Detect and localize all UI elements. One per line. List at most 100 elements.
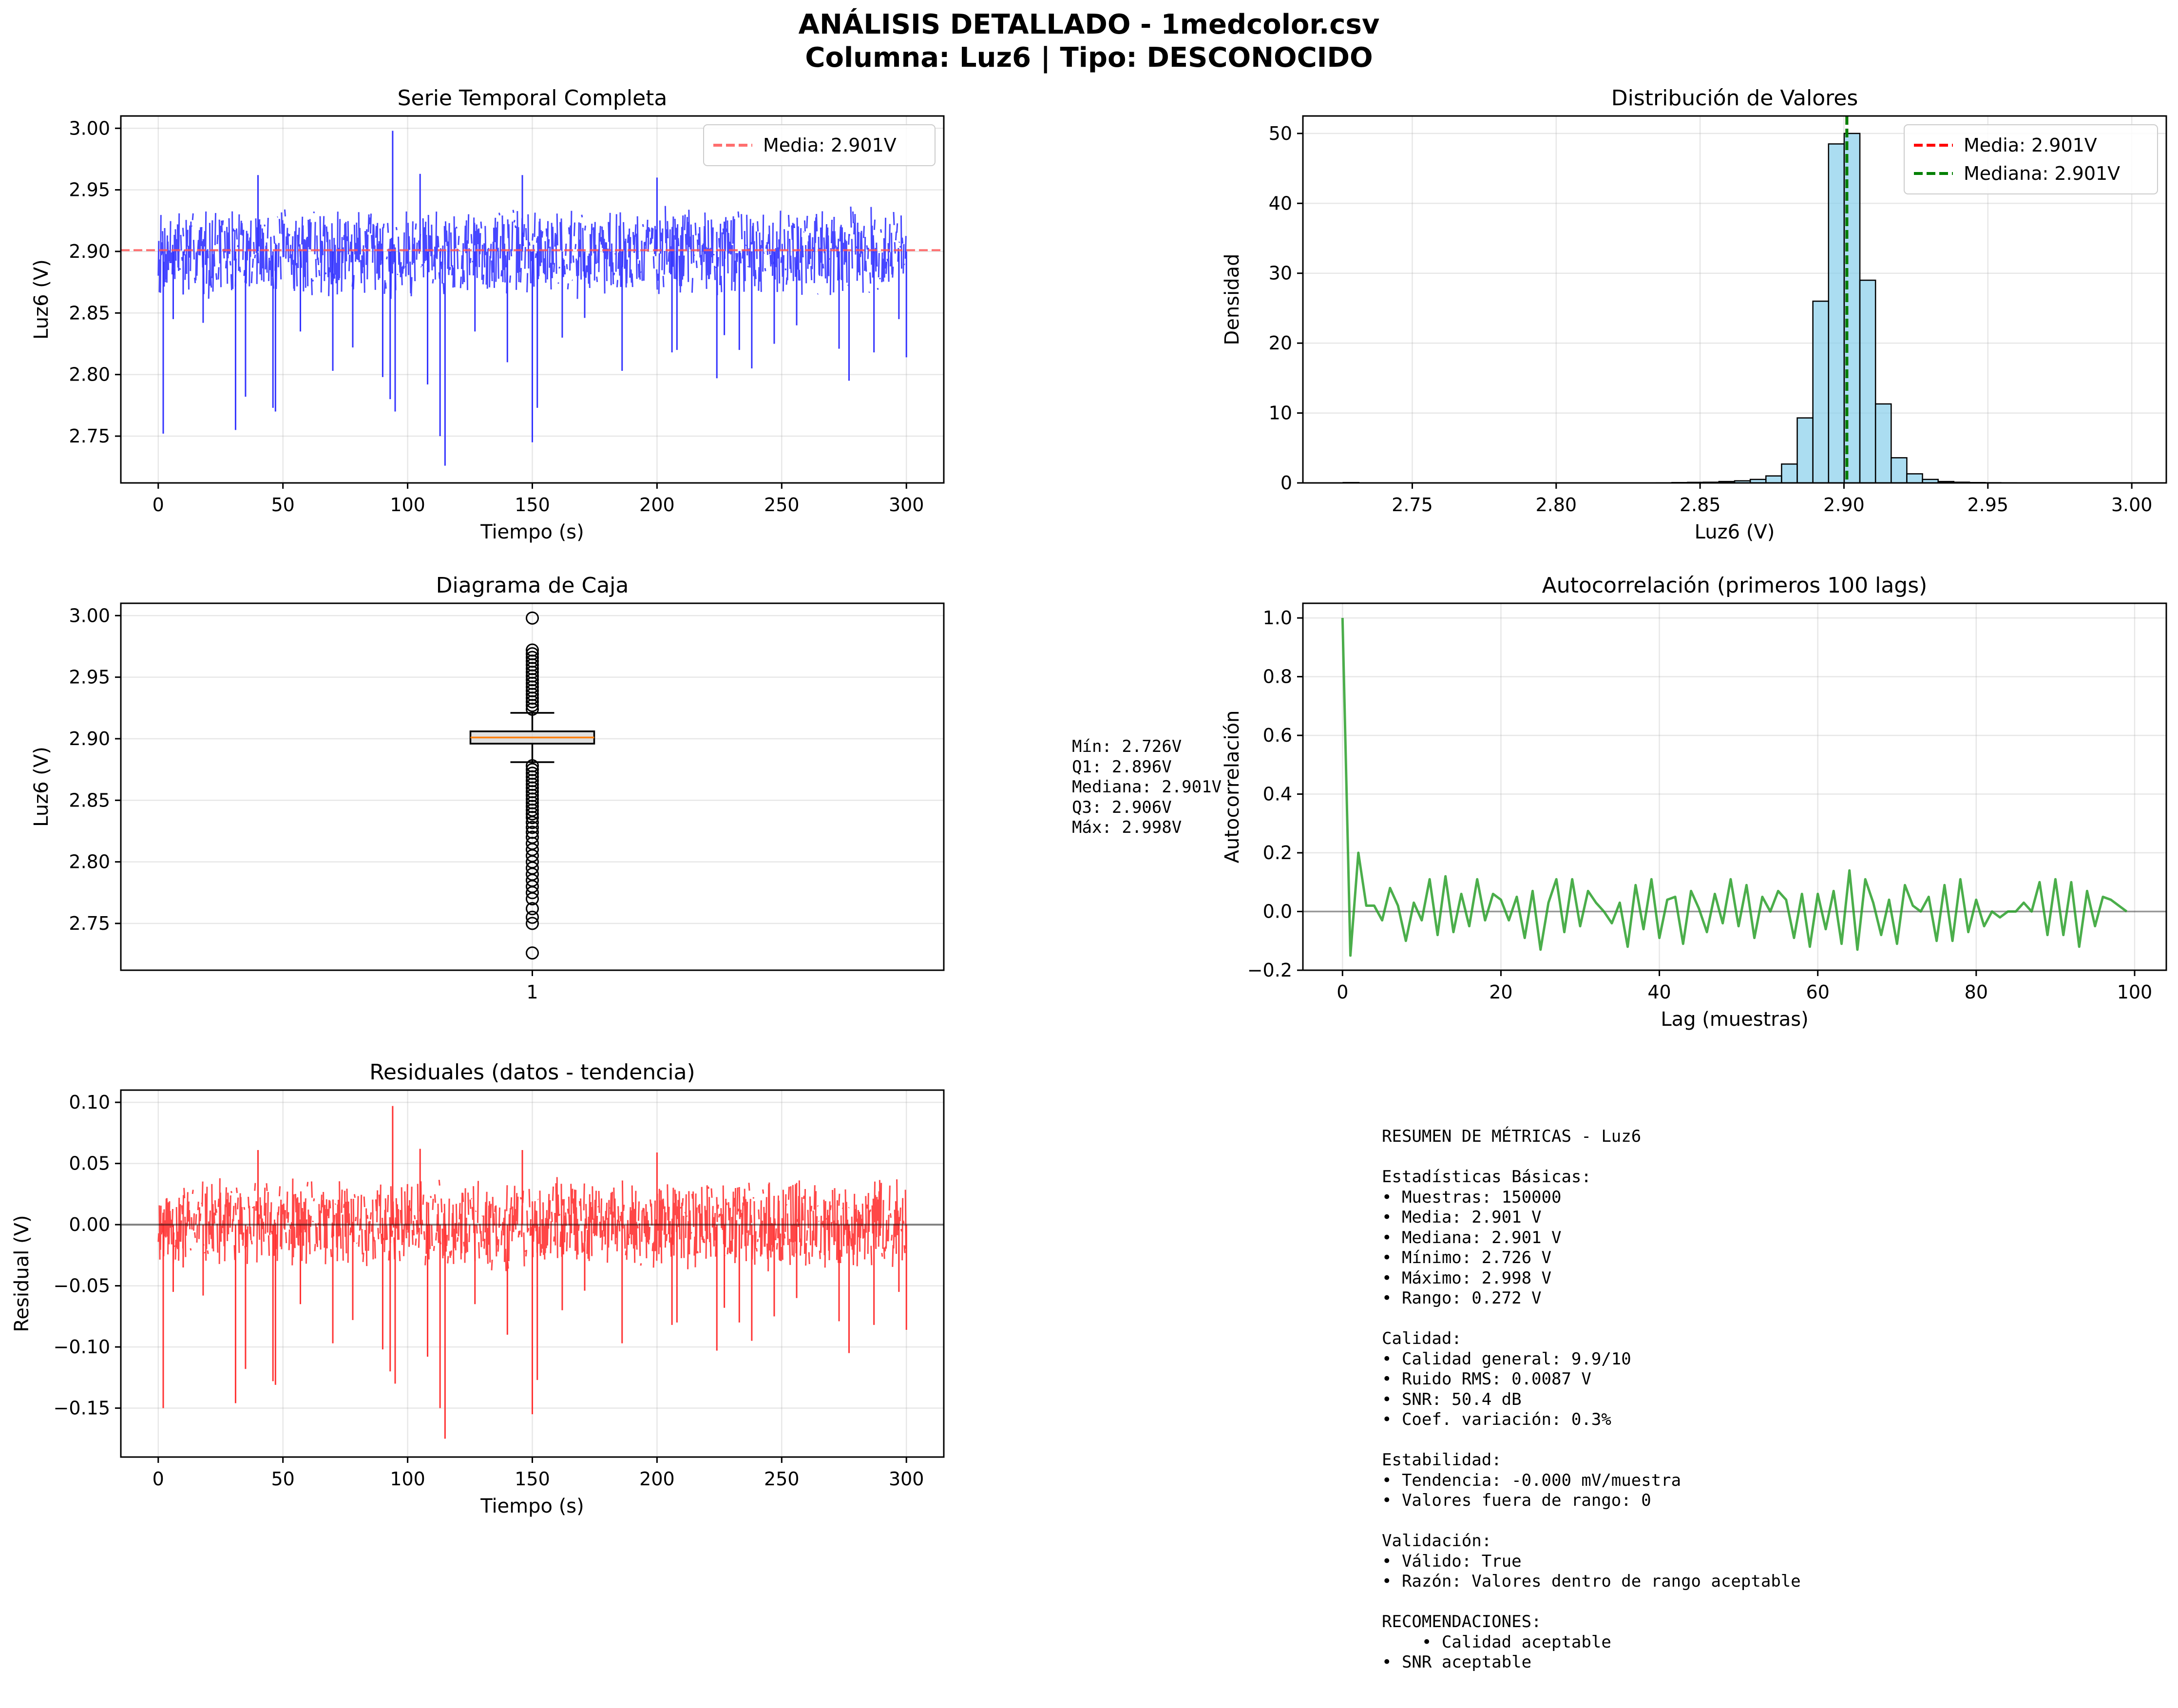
autocorr-plot-area xyxy=(1303,603,2166,970)
histogram-bar-27 xyxy=(1765,475,1782,483)
box-stats-text: Mín: 2.726V Q1: 2.896V Mediana: 2.901V Q… xyxy=(1072,737,1222,837)
boxplot-ytick-label-1: 2.80 xyxy=(69,851,110,873)
boxplot-outlier-32 xyxy=(526,811,539,825)
histogram-xtick-label-5: 3.00 xyxy=(2111,494,2153,516)
autocorr-ytick-label-5: 0.8 xyxy=(1263,666,1292,688)
timeseries-xtick-label-0: 0 xyxy=(153,494,164,516)
autocorr-xlabel: Lag (muestras) xyxy=(1661,1008,1808,1031)
boxplot-outlier-15 xyxy=(526,695,539,709)
histogram-bar-36 xyxy=(1906,473,1923,483)
autocorr-ytick-label-0: −0.2 xyxy=(1247,960,1292,981)
metrics-summary: RESUMEN DE MÉTRICAS - Luz6 Estadísticas … xyxy=(1382,1127,1801,1672)
residuals-xtick-label-2: 100 xyxy=(390,1468,425,1490)
timeseries-ytick-label-2: 2.85 xyxy=(69,302,110,324)
autocorr-xtick-label-1: 20 xyxy=(1489,981,1512,1003)
residuals-xtick-label-6: 300 xyxy=(889,1468,924,1490)
histogram-bar-29 xyxy=(1796,417,1814,483)
residuals-ytick-label-2: −0.05 xyxy=(54,1275,110,1297)
residuals-ytick-label-3: 0.00 xyxy=(69,1214,110,1235)
autocorr-ylabel: Autocorrelación xyxy=(1221,710,1243,864)
residuals-series-noise xyxy=(157,1177,907,1271)
boxplot-outlier-45 xyxy=(526,886,539,900)
autocorr-title: Autocorrelación (primeros 100 lags) xyxy=(1542,573,1928,598)
histogram-plot-area xyxy=(1303,116,2166,483)
residuals-xlabel: Tiempo (s) xyxy=(480,1495,584,1517)
figure-title-line2: Columna: Luz6 | Tipo: DESCONOCIDO xyxy=(805,42,1373,74)
histogram-ytick-label-1: 10 xyxy=(1269,403,1292,424)
boxplot-ylabel: Luz6 (V) xyxy=(30,747,53,827)
histogram-legend-label-1: Mediana: 2.901V xyxy=(1964,163,2120,184)
boxplot-outlier-34 xyxy=(526,821,539,834)
boxplot-xtick-label-0: 1 xyxy=(526,981,538,1003)
boxplot-outlier-17 xyxy=(526,702,539,716)
timeseries-ytick-label-1: 2.80 xyxy=(69,364,110,385)
autocorr-ytick-label-2: 0.2 xyxy=(1263,842,1292,864)
boxplot-plot-area xyxy=(121,603,944,970)
boxplot-ytick-label-2: 2.85 xyxy=(69,789,110,811)
autocorr-ytick-label-4: 0.6 xyxy=(1263,725,1292,746)
boxplot-title: Diagrama de Caja xyxy=(436,573,629,598)
residuals-xtick-label-1: 50 xyxy=(271,1468,295,1490)
timeseries-plot-area xyxy=(121,116,944,483)
residuals-xtick-label-0: 0 xyxy=(153,1468,164,1490)
boxplot-ytick-label-3: 2.90 xyxy=(69,728,110,749)
timeseries-ytick-label-0: 2.75 xyxy=(69,425,110,447)
histogram-ylabel: Densidad xyxy=(1221,253,1243,345)
boxplot-outlier-31 xyxy=(526,807,539,821)
residuals-title: Residuales (datos - tendencia) xyxy=(369,1060,695,1085)
boxplot-ytick-label-0: 2.75 xyxy=(69,913,110,934)
histogram-bar-33 xyxy=(1859,279,1876,483)
autocorr-ytick-label-3: 0.4 xyxy=(1263,784,1292,805)
histogram-bar-30 xyxy=(1812,300,1830,483)
residuals-plot-area xyxy=(121,1090,944,1457)
autocorr-line xyxy=(1341,618,2128,957)
histogram-xtick-label-4: 2.95 xyxy=(1967,494,2008,516)
boxplot-outlier-0 xyxy=(526,611,539,625)
boxplot-outlier-33 xyxy=(526,816,539,829)
timeseries-xtick-label-2: 100 xyxy=(390,494,425,516)
histogram-ytick-label-0: 0 xyxy=(1280,472,1292,494)
autocorr-ytick-label-1: 0.0 xyxy=(1263,901,1292,922)
histogram-frame xyxy=(1302,115,2167,484)
histogram-bar-28 xyxy=(1781,463,1798,483)
residuals-xtick-label-3: 150 xyxy=(515,1468,550,1490)
boxplot-outlier-47 xyxy=(526,902,539,916)
residuals-ylabel: Residual (V) xyxy=(11,1215,33,1332)
boxplot-outlier-16 xyxy=(526,699,539,712)
histogram-xlabel: Luz6 (V) xyxy=(1695,521,1775,543)
residuals-ytick-label-4: 0.05 xyxy=(69,1153,110,1174)
boxplot-outlier-49 xyxy=(526,917,539,930)
histogram-title: Distribución de Valores xyxy=(1611,86,1858,111)
histogram-xtick-label-1: 2.80 xyxy=(1535,494,1577,516)
boxplot-outlier-48 xyxy=(526,910,539,924)
timeseries-legend xyxy=(703,124,936,166)
autocorr-xtick-label-3: 60 xyxy=(1806,981,1830,1003)
figure-title-line1: ANÁLISIS DETALLADO - 1medcolor.csv xyxy=(798,9,1380,40)
timeseries-ytick-label-5: 3.00 xyxy=(69,117,110,139)
histogram-ytick-label-3: 30 xyxy=(1269,263,1292,284)
boxplot-ytick-label-5: 3.00 xyxy=(69,605,110,626)
autocorr-frame xyxy=(1302,602,2167,971)
timeseries-title: Serie Temporal Completa xyxy=(398,86,668,111)
residuals-ytick-label-1: −0.10 xyxy=(54,1336,110,1358)
autocorr-ytick-label-6: 1.0 xyxy=(1263,607,1292,629)
histogram-legend xyxy=(1904,124,2158,194)
timeseries-xtick-label-3: 150 xyxy=(515,494,550,516)
residuals-xtick-label-5: 250 xyxy=(764,1468,800,1490)
histogram-bar-31 xyxy=(1828,143,1845,483)
residuals-ytick-label-5: 0.10 xyxy=(69,1092,110,1113)
residuals-xtick-label-4: 200 xyxy=(639,1468,675,1490)
autocorr-xtick-label-5: 100 xyxy=(2117,981,2153,1003)
histogram-bar-34 xyxy=(1874,403,1892,483)
timeseries-xlabel: Tiempo (s) xyxy=(480,521,584,543)
timeseries-legend-label-0: Media: 2.901V xyxy=(763,134,897,156)
histogram-legend-label-0: Media: 2.901V xyxy=(1964,134,2097,156)
autocorr-xtick-label-4: 80 xyxy=(1965,981,1988,1003)
timeseries-xtick-label-4: 200 xyxy=(639,494,675,516)
timeseries-xtick-label-6: 300 xyxy=(889,494,924,516)
boxplot-outlier-46 xyxy=(526,892,539,905)
histogram-ytick-label-4: 40 xyxy=(1269,192,1292,214)
timeseries-xtick-label-1: 50 xyxy=(271,494,295,516)
histogram-xtick-label-2: 2.85 xyxy=(1680,494,1721,516)
